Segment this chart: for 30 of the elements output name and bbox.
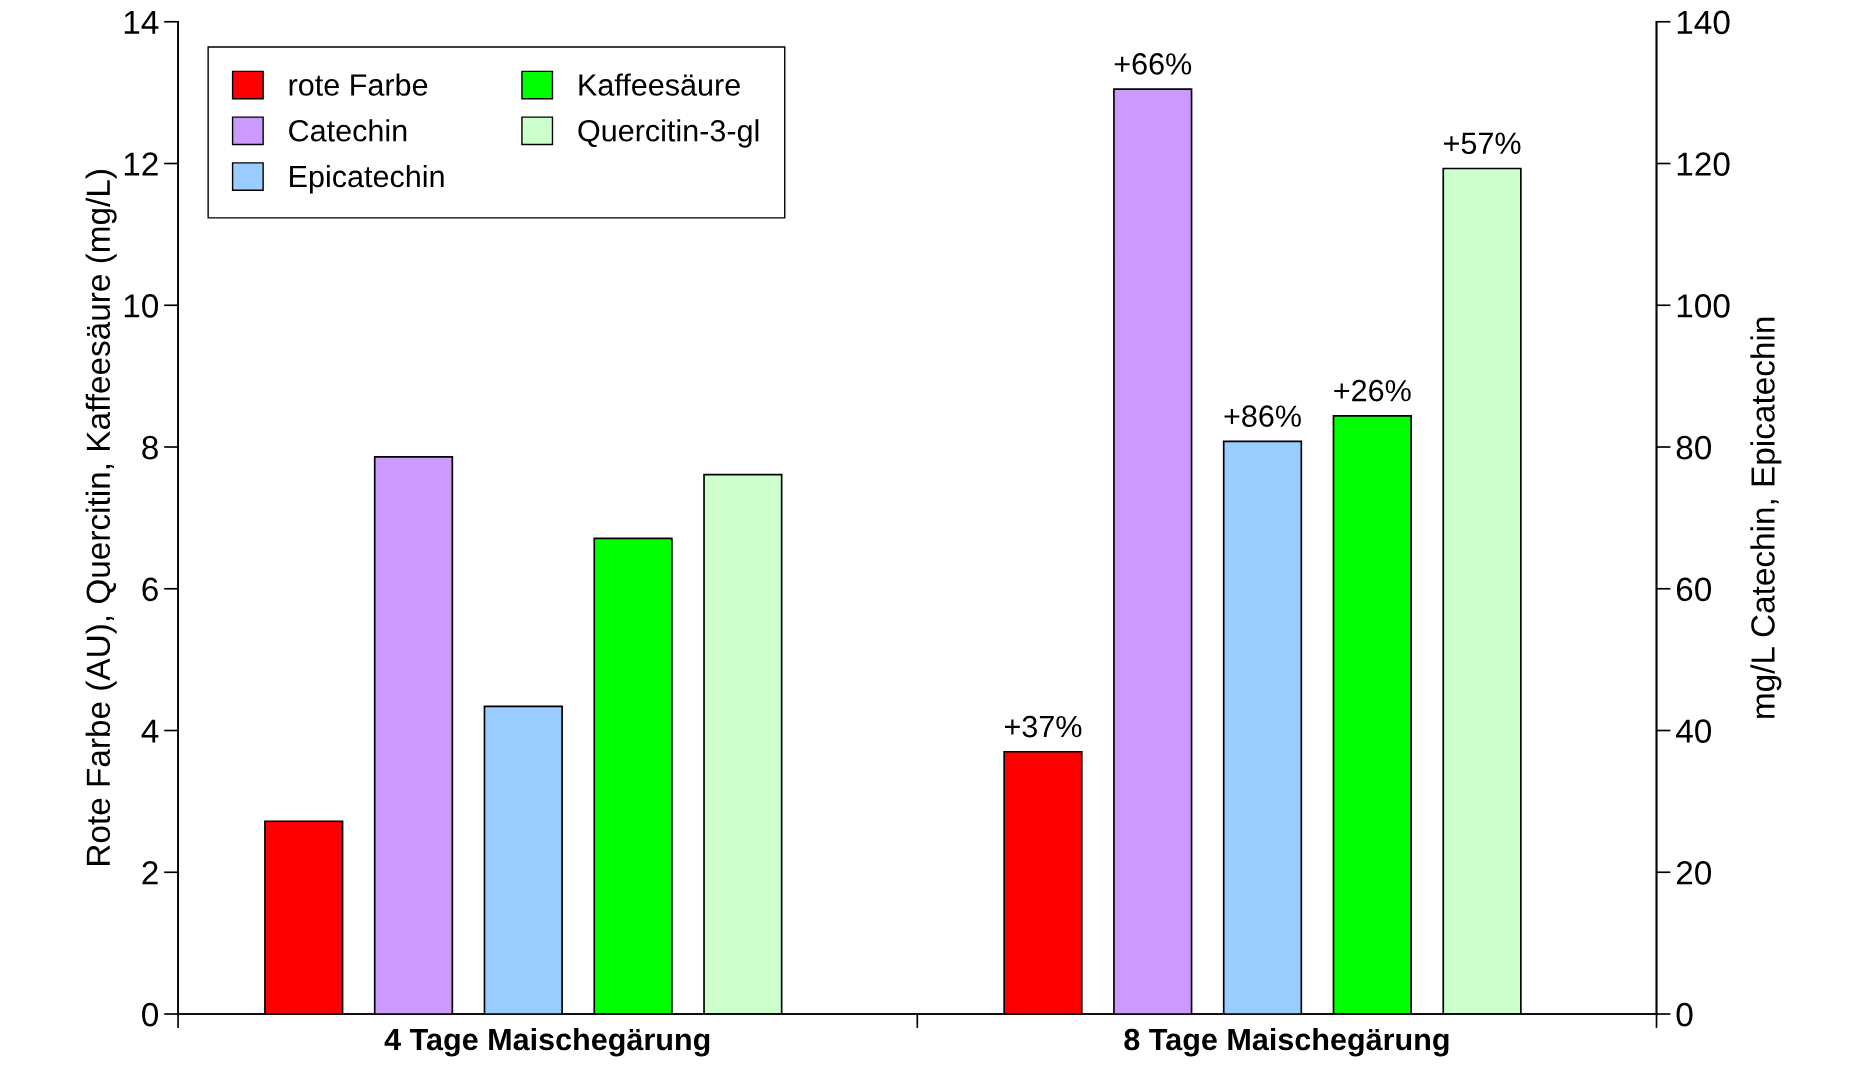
x-tick-label: 8 Tage Maischegärung	[1124, 1027, 1449, 1057]
y2-tick-label: 100	[1677, 294, 1730, 318]
y2-axis-title: mg/L Catechin, Epicatechin	[1750, 317, 1782, 718]
annotation: +57%	[1444, 132, 1521, 155]
y-tick-label: 14	[124, 10, 159, 34]
y2-tick-label: 0	[1676, 1002, 1693, 1027]
legend-label: rote Farbe	[289, 73, 428, 96]
legend-label: Kaffeesäure	[579, 73, 740, 96]
y-tick-label: 0	[142, 1002, 159, 1027]
y2-tick-label: 20	[1676, 861, 1712, 885]
y2-tick-label: 80	[1676, 435, 1712, 460]
y-axis-title: Rote Farbe (AU), Quercitin, Kaffeesäure (mg/L)	[85, 170, 117, 865]
y-tick-label: 4	[141, 719, 159, 743]
annotation: +26%	[1334, 379, 1411, 402]
legend-label: Epicatechin	[290, 164, 444, 194]
y2-tick-label: 120	[1677, 152, 1730, 176]
x-tick-label: 4 Tage Maischegärung	[384, 1027, 710, 1057]
y2-tick-label: 140	[1677, 10, 1730, 35]
legend-label: Catechin	[289, 119, 407, 142]
annotation: +37%	[1004, 715, 1082, 738]
annotation: +66%	[1114, 53, 1192, 75]
y-tick-label: 6	[142, 577, 158, 602]
y-tick-label: 10	[124, 294, 159, 318]
annotation: +86%	[1224, 405, 1301, 427]
y2-tick-label: 40	[1676, 719, 1712, 743]
legend-label: Quercitin-3-gl	[578, 119, 759, 148]
y2-tick-label: 60	[1676, 577, 1712, 602]
y-tick-label: 8	[142, 435, 158, 460]
y-tick-label: 2	[142, 861, 158, 885]
y-tick-label: 12	[124, 152, 158, 176]
